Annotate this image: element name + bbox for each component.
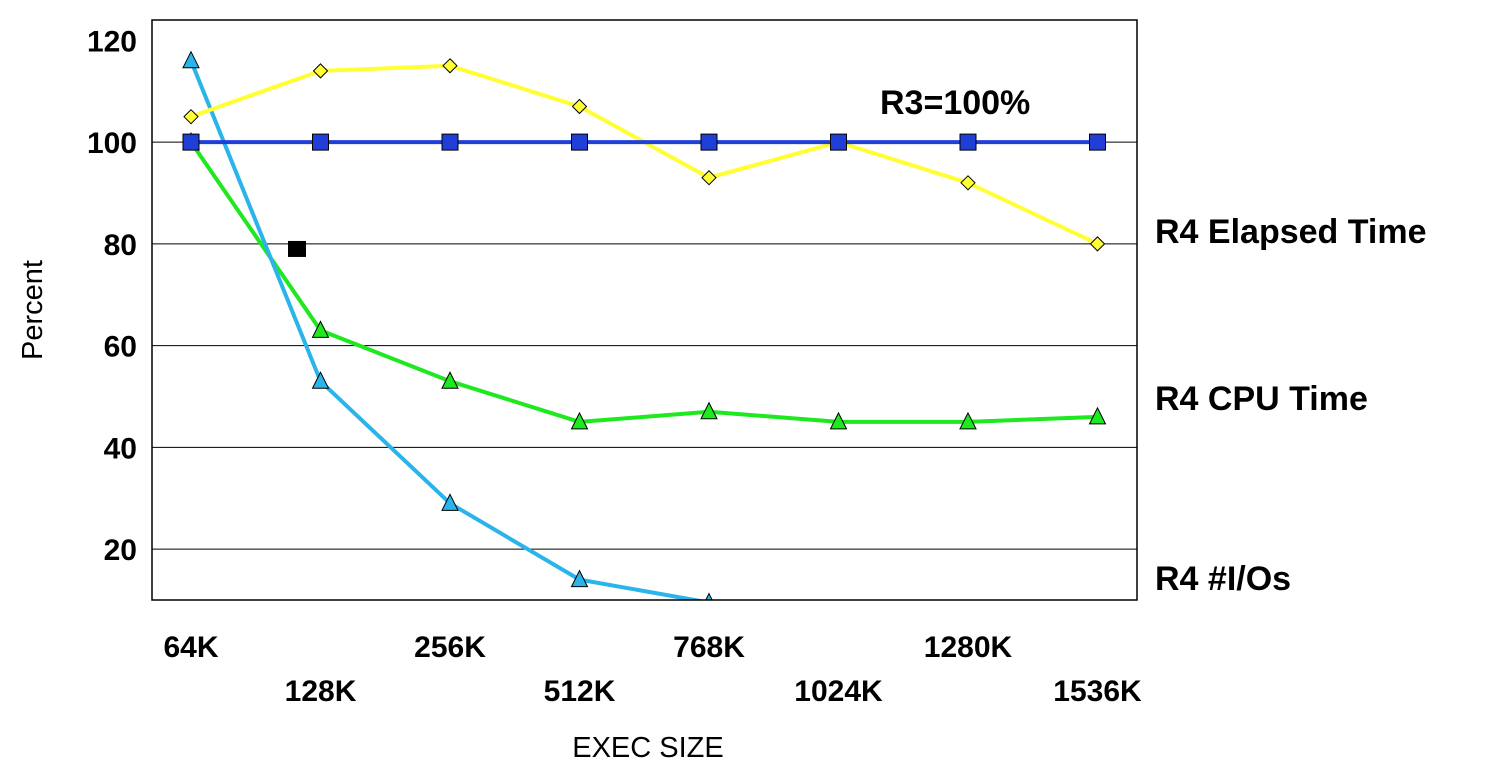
marker-r3-baseline-512K [571,133,588,151]
marker-cpu-time-1536K [1088,406,1107,425]
x-tick-1024K: 1024K [794,675,883,708]
marker-cpu-time-768K [700,401,718,420]
x-tick-1536K: 1536K [1053,675,1142,708]
y-tick-40: 40 [104,432,137,465]
marker-r3-baseline-64K [182,133,200,151]
marker-io-count-768K [705,592,713,600]
plot-frame [151,19,1138,601]
marker-elapsed-time-512K [571,98,588,115]
marker-io-count-64K [182,50,200,69]
y-axis-title: Percent [17,260,49,360]
r3-annotation: R3=100% [880,84,1030,122]
series-label-ios: R4 #I/Os [1155,560,1291,598]
series-line-cpu-time [189,140,1098,424]
marker-elapsed-time-1536K [1089,236,1106,252]
y-tick-80: 80 [104,229,137,262]
marker-elapsed-time-768K [701,170,717,186]
x-tick-128K: 128K [285,675,357,708]
x-tick-64K: 64K [163,631,218,664]
y-tick-labels: 20 40 60 80 100 120 [87,25,137,567]
y-tick-20: 20 [104,534,137,567]
marker-elapsed-time-256K [442,58,458,74]
marker-io-count-512K [570,569,589,588]
x-tick-1280K: 1280K [924,631,1013,664]
marker-io-count-128K [311,371,330,389]
y-tick-100: 100 [87,127,137,160]
marker-io-count-256K [441,493,459,511]
marker-cpu-time-256K [441,371,459,389]
marker-elapsed-time-64K [183,108,199,125]
x-axis-title: EXEC SIZE [572,732,724,763]
stray-black-marker [288,240,306,257]
series-label-elapsed: R4 Elapsed Time [1155,213,1427,251]
marker-r3-baseline-256K [441,133,459,151]
x-tick-768K: 768K [673,631,745,664]
marker-r3-baseline-128K [312,133,329,151]
series-label-cpu: R4 CPU Time [1155,380,1368,418]
series-markers [182,50,1107,600]
marker-r3-baseline-1024K [830,133,847,151]
marker-elapsed-time-1280K [960,175,976,191]
marker-r3-baseline-1536K [1089,133,1106,151]
x-tick-labels: 64K 128K 256K 512K 768K 1024K 1280K 1536K [163,631,1142,708]
y-tick-60: 60 [104,331,137,364]
gridlines [152,141,1137,550]
marker-r3-baseline-768K [700,133,718,151]
x-tick-512K: 512K [544,675,616,708]
y-tick-120: 120 [87,25,137,58]
marker-cpu-time-1280K [959,411,977,430]
marker-elapsed-time-128K [312,63,329,79]
x-tick-256K: 256K [414,631,486,664]
marker-cpu-time-1024K [829,411,848,430]
marker-cpu-time-128K [311,320,330,338]
marker-cpu-time-512K [570,411,589,430]
marker-r3-baseline-1280K [959,133,977,151]
